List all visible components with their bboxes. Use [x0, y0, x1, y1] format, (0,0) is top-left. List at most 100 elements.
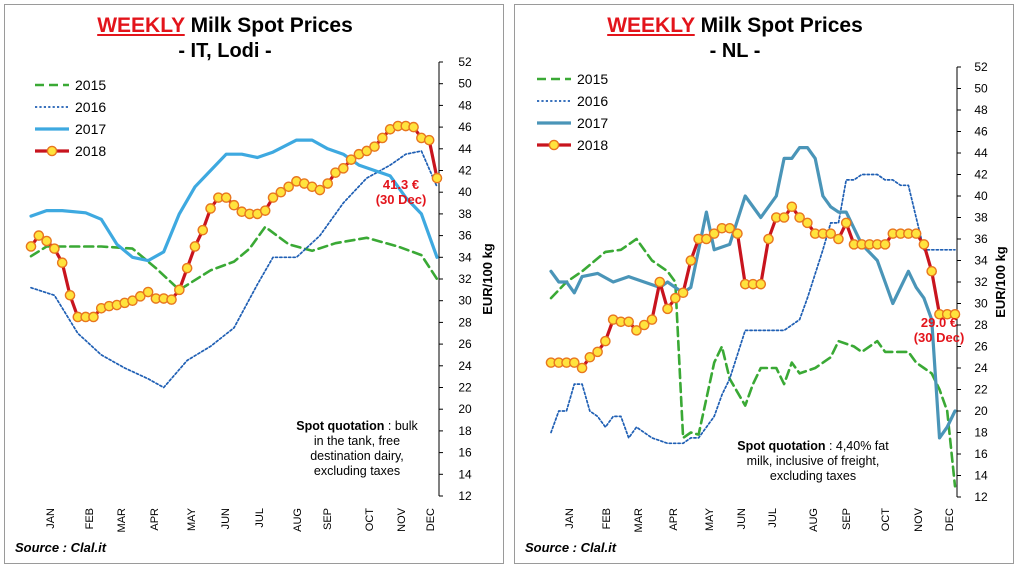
- data-point-2018: [314, 184, 326, 196]
- y-tick-label: 28: [974, 318, 988, 332]
- data-point-2018: [181, 262, 193, 274]
- data-point-2018: [259, 205, 271, 216]
- legend-label-2018: 2018: [75, 143, 106, 159]
- data-point-2018: [646, 314, 658, 325]
- y-tick-label: 40: [458, 185, 472, 199]
- data-point-2018: [338, 163, 349, 174]
- legend-label-2015: 2015: [577, 71, 608, 87]
- data-point-2018: [369, 141, 380, 152]
- y-tick-label: 46: [974, 125, 988, 139]
- y-tick-label: 28: [458, 315, 472, 329]
- data-point-2018: [275, 186, 287, 198]
- y-axis-label: EUR/100 kg: [480, 243, 495, 315]
- x-tick-label: JAN: [564, 508, 576, 529]
- y-tick-label: 22: [974, 383, 988, 397]
- y-tick-label: 14: [458, 467, 472, 481]
- y-tick-label: 48: [974, 103, 988, 117]
- y-tick-label: 38: [974, 211, 988, 225]
- data-point-2018: [423, 134, 435, 146]
- x-tick-label: OCT: [880, 508, 892, 532]
- x-tick-label: MAR: [116, 508, 128, 533]
- data-point-2018: [408, 121, 419, 133]
- x-tick-label: JUL: [254, 508, 266, 528]
- y-tick-label: 22: [458, 381, 472, 395]
- data-point-2018: [228, 199, 240, 211]
- data-point-2018: [825, 228, 836, 239]
- value-annotation: (30 Dec): [376, 192, 427, 207]
- data-point-2018: [267, 192, 279, 203]
- series-line-2017: [549, 146, 957, 440]
- y-tick-label: 18: [974, 426, 988, 440]
- note-line: destination dairy,: [310, 449, 404, 463]
- data-point-2018: [794, 212, 805, 223]
- value-annotation: (30 Dec): [914, 330, 965, 345]
- value-annotation: 41.3 €: [383, 177, 419, 192]
- data-point-2018: [127, 295, 138, 307]
- x-tick-label: APR: [149, 508, 161, 531]
- data-point-2018: [926, 265, 937, 277]
- y-tick-label: 30: [974, 297, 988, 311]
- note-line: milk, inclusive of freight,: [747, 454, 880, 468]
- chart-subtitle: - NL -: [709, 40, 761, 62]
- series-line-2016: [550, 173, 956, 445]
- data-point-2018: [662, 303, 673, 315]
- x-tick-label: SEP: [841, 508, 853, 530]
- chart-panel-nl: WEEKLY Milk Spot Prices - NL - 12 14 16 18 2…: [514, 4, 1014, 564]
- source-label: Source : Clal.it: [525, 540, 617, 555]
- data-point-2018: [584, 351, 596, 363]
- x-tick-label: AUG: [292, 508, 304, 532]
- data-point-2018: [910, 228, 922, 239]
- x-tick-label: MAY: [704, 507, 716, 531]
- y-tick-label: 12: [974, 490, 988, 504]
- data-point-2018: [189, 241, 201, 252]
- data-point-2018: [670, 292, 681, 304]
- data-point-2018: [330, 167, 341, 178]
- data-point-2018: [220, 192, 232, 203]
- y-tick-label: 50: [974, 82, 988, 96]
- data-point-2018: [802, 217, 813, 229]
- line-chart-it-lodi: 12 14 16 18 20 22 24 26 28 30 32 34 36 38 40 42 44 46 48 50…: [25, 55, 495, 533]
- data-point-2018: [755, 278, 767, 290]
- y-tick-label: 18: [458, 424, 472, 438]
- x-tick-label: MAY: [186, 507, 198, 531]
- y-tick-label: 42: [974, 168, 988, 182]
- x-tick-label: DEC: [944, 508, 956, 531]
- y-tick-label: 38: [458, 207, 472, 221]
- data-point-2018: [879, 239, 891, 250]
- y-tick-label: 26: [974, 340, 988, 354]
- x-tick-label: OCT: [364, 508, 376, 532]
- data-point-2018: [142, 286, 154, 298]
- data-point-2018: [778, 212, 790, 223]
- y-tick-label: 42: [458, 164, 472, 178]
- y-tick-label: 24: [974, 361, 988, 375]
- x-tick-label: AUG: [808, 508, 820, 532]
- title-highlight: WEEKLY: [97, 14, 185, 37]
- data-point-2018: [732, 228, 743, 239]
- data-point-2018: [25, 241, 37, 252]
- data-point-2018: [361, 145, 373, 157]
- legend-label-2015: 2015: [75, 77, 106, 93]
- y-tick-label: 48: [458, 98, 472, 112]
- data-point-2018: [569, 357, 580, 368]
- y-axis-label: EUR/100 kg: [993, 246, 1008, 318]
- y-tick-label: 34: [974, 254, 988, 268]
- y-tick-label: 46: [458, 120, 472, 134]
- data-point-2018: [840, 217, 852, 229]
- data-point-2018: [41, 235, 52, 247]
- data-point-2018: [174, 284, 185, 296]
- data-point-2018: [197, 224, 209, 236]
- series-line-2017: [29, 138, 439, 263]
- chart-panel-it-lodi: WEEKLY Milk Spot Prices - IT, Lodi - 12 1…: [4, 4, 504, 564]
- x-tick-label: JAN: [45, 508, 57, 529]
- series-line-2015: [29, 225, 439, 292]
- y-tick-label: 44: [458, 142, 472, 156]
- note-line: excluding taxes: [770, 469, 856, 483]
- legend-label-2016: 2016: [75, 99, 106, 115]
- y-tick-label: 24: [458, 359, 472, 373]
- y-tick-label: 20: [974, 404, 988, 418]
- line-chart-nl: 12 14 16 18 20 22 24 26 28 30 32 34 36 38 40 42 44 46 48 50…: [537, 60, 1008, 532]
- y-tick-label: 50: [458, 77, 472, 91]
- legend-marker-2018: [46, 145, 58, 157]
- data-point-2018: [786, 201, 798, 213]
- x-tick-label: SEP: [322, 508, 334, 530]
